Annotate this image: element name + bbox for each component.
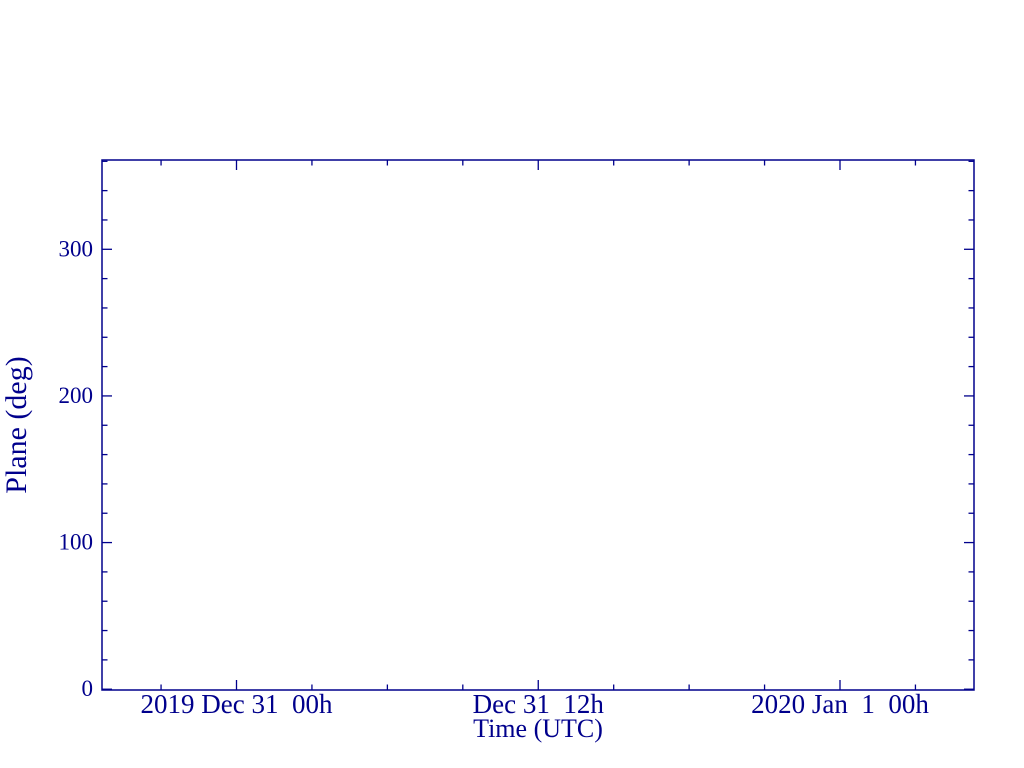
svg-text:2019 Dec 31 00h: 2019 Dec 31 00h bbox=[141, 689, 333, 719]
svg-text:200: 200 bbox=[59, 383, 94, 408]
svg-text:Plane (deg): Plane (deg) bbox=[0, 356, 33, 493]
svg-text:0: 0 bbox=[82, 676, 94, 701]
svg-text:Time (UTC): Time (UTC) bbox=[473, 714, 603, 743]
svg-text:100: 100 bbox=[59, 530, 94, 555]
svg-text:300: 300 bbox=[59, 236, 94, 261]
svg-text:2020 Jan 1 00h: 2020 Jan 1 00h bbox=[751, 689, 929, 719]
